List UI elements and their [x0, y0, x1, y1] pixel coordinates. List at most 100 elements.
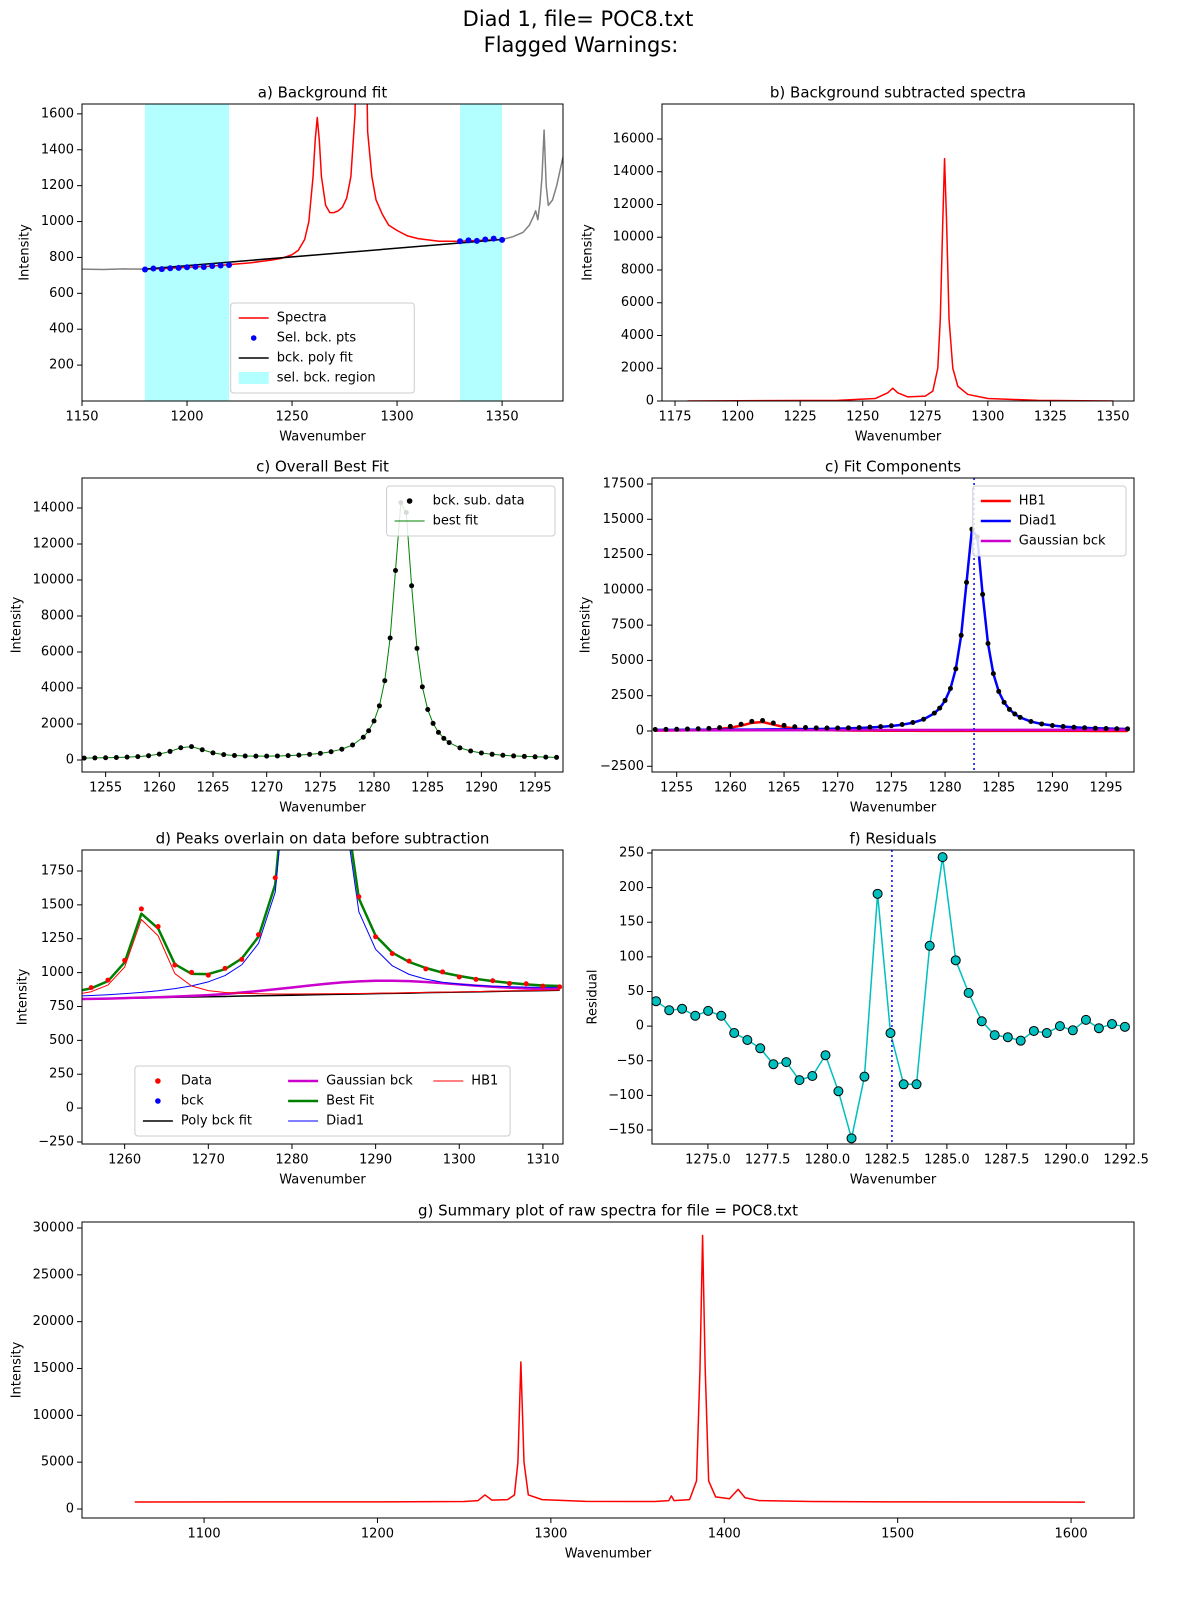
data-point [178, 745, 184, 751]
data-point [523, 981, 529, 987]
y-tick-label: 2500 [611, 688, 644, 703]
y-tick-label: 14000 [33, 501, 74, 516]
data-point [1017, 714, 1023, 720]
data-point [222, 965, 228, 971]
data-point [953, 666, 959, 672]
legend-frame [230, 302, 415, 394]
data-point [167, 748, 173, 754]
legend-label: HB1 [1019, 494, 1046, 509]
data-point [192, 263, 199, 270]
x-tick-label: 1295 [1090, 781, 1123, 796]
y-tick-label: 7500 [611, 618, 644, 633]
x-tick-label: 1300 [534, 1527, 567, 1542]
y-tick-label: 6000 [41, 644, 74, 659]
y-axis-label: Residual [586, 970, 601, 1025]
data-point [373, 934, 379, 940]
x-tick-label: 1300 [971, 410, 1004, 425]
background-region [145, 104, 230, 401]
suptitle: Diad 1, file= POC8.txt [463, 7, 694, 31]
data-point [1012, 711, 1018, 717]
y-tick-label: 200 [619, 880, 644, 895]
data-point [921, 716, 927, 722]
data-point [1067, 1025, 1078, 1036]
data-point [419, 684, 425, 690]
data-point [990, 671, 996, 677]
suptitle: Flagged Warnings: [484, 33, 679, 57]
data-point [414, 645, 420, 651]
data-point [807, 1070, 818, 1081]
legend-swatch [406, 498, 413, 504]
data-point [490, 978, 496, 984]
panel: b) Background subtracted spectra Wavenumb… [581, 84, 1135, 445]
data-point [703, 1005, 714, 1016]
x-tick-label: 1500 [881, 1527, 914, 1542]
legend-label: Poly bck fit [181, 1114, 252, 1129]
data-point [1015, 1035, 1026, 1046]
data-point [285, 753, 291, 759]
y-tick-label: 5000 [611, 653, 644, 668]
data-point [1093, 1023, 1104, 1034]
data-point [976, 1016, 987, 1027]
x-tick-label: 1295 [519, 781, 552, 796]
data-point [124, 754, 130, 760]
data-point [989, 1030, 1000, 1041]
data-point [899, 721, 905, 727]
data-point [729, 1028, 740, 1039]
plot-area [652, 478, 1131, 772]
x-tick-label: 1290 [1036, 781, 1069, 796]
x-tick-label: 1270 [250, 781, 283, 796]
data-point [478, 750, 484, 756]
data-point [489, 751, 495, 757]
y-tick-label: 0 [636, 1019, 644, 1034]
series-line [144, 104, 503, 270]
data-point [376, 703, 382, 709]
data-point [226, 261, 233, 268]
plot-area [134, 1234, 1085, 1503]
legend-swatch [155, 1098, 161, 1104]
data-point [521, 753, 527, 759]
x-tick-label: 1275 [909, 410, 942, 425]
panel-title: b) Background subtracted spectra [770, 84, 1026, 102]
data-point [885, 1028, 896, 1039]
data-point [272, 875, 278, 881]
series-line [655, 728, 1128, 732]
data-point [409, 583, 415, 589]
y-axis-label: Intensity [16, 968, 31, 1025]
data-point [435, 729, 441, 735]
y-tick-label: 20000 [33, 1314, 74, 1329]
data-point [1080, 1014, 1091, 1025]
data-point [910, 720, 916, 726]
data-point [156, 751, 162, 757]
y-axis-label: Intensity [10, 1341, 25, 1398]
data-point [456, 974, 462, 980]
y-tick-label: 1000 [41, 965, 74, 980]
axes-frame [651, 849, 1135, 1145]
panel: g) Summary plot of raw spectra for file … [10, 1202, 1135, 1562]
y-tick-label: 17500 [603, 476, 644, 491]
x-tick-label: 1175 [658, 410, 691, 425]
y-tick-label: 8000 [621, 262, 654, 277]
x-tick-label: 1280 [357, 781, 390, 796]
panel-title: c) Overall Best Fit [256, 458, 389, 476]
panel: d) Peaks overlain on data before subtrac… [16, 830, 564, 1188]
y-tick-label: 6000 [621, 295, 654, 310]
x-tick-label: 1285.0 [924, 1153, 970, 1168]
data-point [958, 632, 964, 638]
x-tick-label: 1400 [708, 1527, 741, 1542]
data-point [371, 718, 377, 724]
y-tick-label: 10000 [33, 573, 74, 588]
data-point [820, 1050, 831, 1061]
data-point [122, 957, 128, 963]
data-point [92, 755, 98, 761]
data-point [103, 755, 109, 761]
y-axis-label: Intensity [10, 596, 25, 653]
legend-label: Diad1 [1019, 514, 1057, 529]
data-point [1002, 1032, 1013, 1043]
data-point [457, 745, 463, 751]
y-tick-label: 25000 [33, 1267, 74, 1282]
data-point [1114, 726, 1120, 732]
data-point [189, 744, 195, 750]
data-point [677, 1003, 688, 1014]
y-axis-label: Intensity [581, 224, 596, 281]
y-tick-label: 1200 [41, 178, 74, 193]
